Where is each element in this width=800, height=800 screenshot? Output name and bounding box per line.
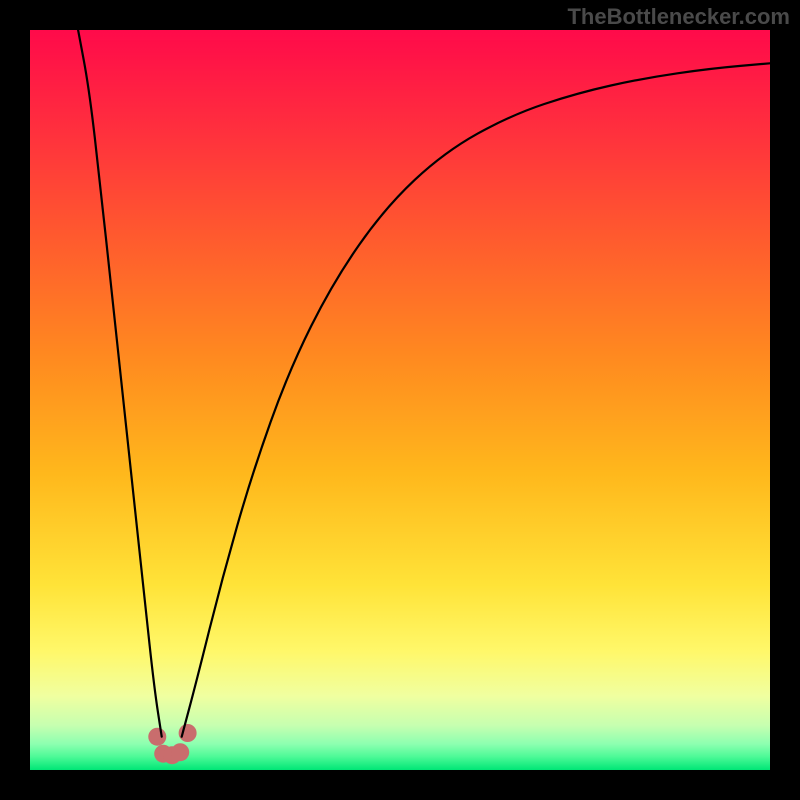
chart-svg (30, 30, 770, 770)
trough-marker (179, 724, 197, 742)
trough-marker (148, 728, 166, 746)
watermark-text: TheBottlenecker.com (567, 4, 790, 30)
trough-marker (171, 743, 189, 761)
plot-area (30, 30, 770, 770)
gradient-background (30, 30, 770, 770)
